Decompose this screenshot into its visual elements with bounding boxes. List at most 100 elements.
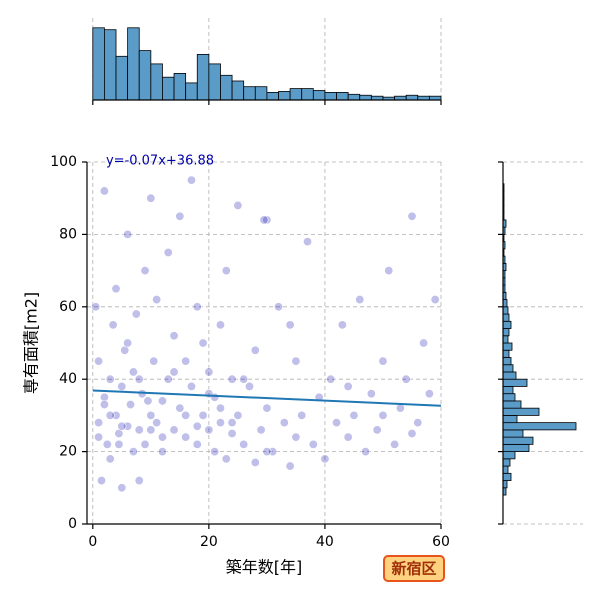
scatter-point bbox=[215, 418, 225, 428]
histogram-bar bbox=[502, 443, 530, 452]
scatter-point bbox=[227, 374, 237, 384]
scatter-point bbox=[152, 418, 162, 428]
scatter-point bbox=[175, 211, 185, 221]
scatter-point bbox=[105, 454, 115, 464]
scatter-point bbox=[126, 400, 136, 410]
scatter-point bbox=[117, 483, 127, 493]
scatter-point bbox=[175, 403, 185, 413]
histogram-bar bbox=[502, 328, 510, 337]
histogram-bar bbox=[502, 429, 524, 438]
scatter-point bbox=[146, 425, 156, 435]
scatter-point bbox=[102, 439, 112, 449]
scatter-point bbox=[204, 367, 214, 377]
scatter-point bbox=[285, 461, 295, 471]
scatter-point bbox=[204, 425, 214, 435]
scatter-point bbox=[407, 428, 417, 438]
scatter-point bbox=[256, 425, 266, 435]
scatter-point bbox=[407, 211, 417, 221]
scatter-point bbox=[221, 454, 231, 464]
scatter-point bbox=[221, 266, 231, 276]
scatter-point bbox=[143, 396, 153, 406]
scatter-point bbox=[186, 381, 196, 391]
histogram-bar bbox=[502, 320, 512, 329]
x-tick-label: 40 bbox=[316, 534, 334, 550]
scatter-point bbox=[91, 302, 101, 312]
scatter-point bbox=[262, 215, 272, 225]
scatter-point bbox=[157, 396, 167, 406]
scatter-point bbox=[181, 356, 191, 366]
histogram-bar bbox=[324, 92, 337, 101]
histogram-bar bbox=[336, 92, 349, 101]
scatter-point bbox=[343, 432, 353, 442]
scatter-point bbox=[250, 345, 260, 355]
scatter-point bbox=[372, 425, 382, 435]
histogram-bar bbox=[502, 407, 540, 416]
histogram-bar bbox=[104, 29, 117, 101]
scatter-point bbox=[192, 439, 202, 449]
scatter-point bbox=[303, 237, 313, 247]
histogram-bar bbox=[127, 27, 140, 101]
scatter-point bbox=[320, 454, 330, 464]
x-axis-label: 築年数[年] bbox=[226, 558, 303, 577]
scatter-point bbox=[152, 295, 162, 305]
scatter-point bbox=[192, 302, 202, 312]
scatter-point bbox=[108, 320, 118, 330]
scatter-point bbox=[128, 447, 138, 457]
y-tick-label: 20 bbox=[59, 444, 77, 460]
histogram-bar bbox=[502, 371, 517, 380]
histogram-bar bbox=[502, 414, 518, 424]
scatter-point bbox=[378, 356, 388, 366]
scatter-point bbox=[198, 410, 208, 420]
scatter-point bbox=[262, 447, 272, 457]
scatter-point bbox=[244, 381, 254, 391]
regression-equation: y=-0.07x+36.88 bbox=[106, 154, 214, 169]
histogram-bar bbox=[502, 472, 512, 481]
histogram-bar bbox=[92, 27, 105, 101]
scatter-point bbox=[424, 389, 434, 399]
scatter-point bbox=[97, 476, 107, 486]
badge: 新宿区 bbox=[391, 560, 436, 578]
scatter-point bbox=[215, 320, 225, 330]
histogram-bar bbox=[115, 55, 129, 101]
scatter-point bbox=[169, 331, 179, 341]
histogram-bar bbox=[301, 88, 314, 101]
histogram-bar bbox=[231, 80, 245, 101]
scatter-point bbox=[384, 266, 394, 276]
x-tick-label: 60 bbox=[432, 534, 450, 550]
histogram-bar bbox=[502, 400, 522, 409]
y-axis-label: 専有面積[m2] bbox=[22, 292, 41, 394]
scatter-point bbox=[186, 175, 196, 185]
scatter-point bbox=[169, 367, 179, 377]
scatter-point bbox=[117, 421, 127, 431]
scatter-point bbox=[239, 374, 249, 384]
scatter-point bbox=[157, 432, 167, 442]
histogram-bar bbox=[289, 88, 303, 101]
y-tick-label: 60 bbox=[59, 299, 77, 315]
histogram-bar bbox=[502, 393, 516, 402]
scatter-point bbox=[181, 410, 191, 420]
scatter-point bbox=[149, 356, 159, 366]
scatter-point bbox=[279, 418, 289, 428]
scatter-point bbox=[134, 374, 144, 384]
scatter-point bbox=[395, 403, 405, 413]
scatter-point bbox=[215, 403, 225, 413]
scatter-point bbox=[111, 284, 121, 294]
scatter-point bbox=[366, 389, 376, 399]
histogram-bar bbox=[502, 386, 514, 395]
scatter-point bbox=[413, 418, 423, 428]
histogram-bar bbox=[266, 92, 279, 101]
scatter-point bbox=[419, 338, 429, 348]
histogram-bar bbox=[312, 90, 326, 101]
scatter-point bbox=[285, 320, 295, 330]
y-tick-label: 40 bbox=[59, 371, 77, 387]
histogram-bar bbox=[502, 335, 509, 344]
histogram-bar bbox=[502, 451, 516, 460]
scatter-point bbox=[105, 410, 115, 420]
histogram-bar bbox=[185, 82, 198, 101]
histogram-bar bbox=[502, 378, 528, 387]
scatter-point bbox=[291, 356, 301, 366]
histogram-bar bbox=[502, 313, 510, 322]
histogram-bar bbox=[502, 422, 577, 431]
scatter-point bbox=[274, 302, 284, 312]
scatter-point bbox=[326, 374, 336, 384]
